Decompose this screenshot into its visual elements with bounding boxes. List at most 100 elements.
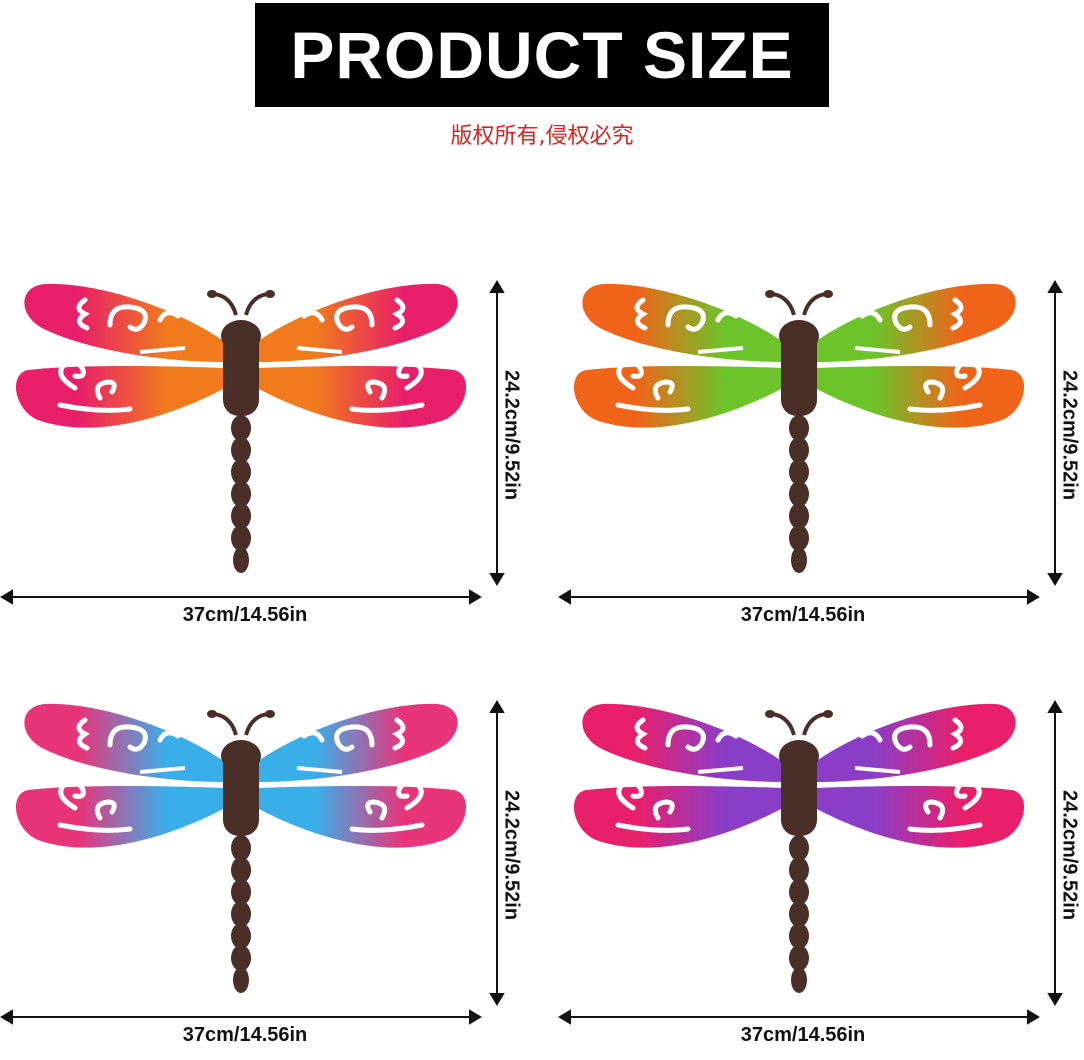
left-wings <box>573 283 783 428</box>
antenna <box>244 292 271 316</box>
antenna <box>802 292 829 316</box>
lower-wing <box>15 786 225 848</box>
height-arrow <box>1047 280 1063 586</box>
antenna <box>244 712 271 736</box>
wing-cutout <box>301 297 406 332</box>
tail-segment <box>231 857 251 883</box>
height-label: 24.2cm/9.52in <box>1058 369 1081 501</box>
height-label: 24.2cm/9.52in <box>1058 789 1081 921</box>
tail-segment <box>789 481 809 507</box>
product-panel-green: 37cm/14.56in 24.2cm/9.52in <box>558 270 1084 640</box>
wing-cutout <box>859 717 964 752</box>
upper-wing <box>257 703 458 782</box>
wing-cutout <box>301 717 406 752</box>
tail-segment <box>231 415 251 441</box>
upper-wing <box>582 703 783 782</box>
width-arrow <box>0 1009 482 1025</box>
tail-segment <box>231 879 251 905</box>
tail-segment <box>789 459 809 485</box>
wing-cutout <box>859 297 964 332</box>
height-arrow <box>489 700 505 1006</box>
wing-cutout <box>634 297 739 332</box>
tail-segment <box>231 437 251 463</box>
lower-wing <box>815 366 1025 428</box>
width-label: 37cm/14.56in <box>740 1024 866 1046</box>
tail-segment <box>231 901 251 927</box>
height-label: 24.2cm/9.52in <box>500 369 523 501</box>
right-wings <box>815 283 1025 428</box>
antenna <box>211 712 238 736</box>
lower-wing <box>15 366 225 428</box>
right-wings <box>815 703 1025 848</box>
lower-wing <box>257 786 467 848</box>
wing-cutout <box>76 297 181 332</box>
upper-wing <box>257 283 458 362</box>
left-wings <box>15 703 226 848</box>
width-arrow <box>558 1009 1040 1025</box>
wing-cutout <box>76 717 181 752</box>
tail-segment <box>791 967 807 993</box>
head <box>221 320 261 352</box>
width-arrow <box>558 589 1040 605</box>
upper-wing <box>24 703 226 782</box>
upper-wing <box>582 283 783 362</box>
product-panel-purple: 37cm/14.56in 24.2cm/9.52in <box>558 690 1084 1060</box>
lower-wing <box>573 786 783 848</box>
head <box>779 740 819 772</box>
width-arrow <box>0 589 482 605</box>
height-arrow <box>1047 700 1063 1006</box>
dragonfly-illustration <box>0 280 505 605</box>
tail-segment <box>789 835 809 861</box>
width-label: 37cm/14.56in <box>740 604 866 626</box>
product-size-banner: PRODUCT SIZE <box>255 3 829 107</box>
antenna <box>211 292 238 316</box>
tail-segment <box>789 879 809 905</box>
antenna <box>769 712 796 736</box>
tail-segment <box>231 503 251 529</box>
antenna <box>769 292 796 316</box>
dragonfly-illustration <box>0 700 505 1025</box>
wing-cutout <box>634 717 739 752</box>
tail-segment <box>789 525 809 551</box>
tail-segment <box>789 901 809 927</box>
product-panel-blue: 37cm/14.56in 24.2cm/9.52in <box>0 690 540 1060</box>
tail-segment <box>791 547 807 573</box>
upper-wing <box>815 283 1016 362</box>
tail-segment <box>789 923 809 949</box>
upper-wing <box>815 703 1016 782</box>
lower-wing <box>573 366 783 428</box>
right-wings <box>257 703 467 848</box>
antenna <box>802 712 829 736</box>
wing-cutout <box>615 779 691 833</box>
lower-wing <box>815 786 1025 848</box>
wing-cutout <box>57 359 133 413</box>
head <box>779 320 819 352</box>
wing-cutout <box>907 779 983 833</box>
tail-segment <box>233 967 249 993</box>
tail-segment <box>789 945 809 971</box>
tail-segment <box>231 481 251 507</box>
tail-segment <box>231 923 251 949</box>
left-wings <box>573 703 783 848</box>
tail-segment <box>789 415 809 441</box>
dragonfly-illustration <box>558 700 1063 1025</box>
lower-wing <box>257 366 467 428</box>
wing-cutout <box>907 359 983 413</box>
product-panel-orange: 37cm/14.56in 24.2cm/9.52in <box>0 270 540 640</box>
tail-segment <box>231 459 251 485</box>
height-label: 24.2cm/9.52in <box>500 789 523 921</box>
width-label: 37cm/14.56in <box>182 1024 308 1046</box>
height-arrow <box>489 280 505 586</box>
wing-cutout <box>349 359 425 413</box>
wing-cutout <box>615 359 691 413</box>
upper-wing <box>24 283 226 362</box>
wing-cutout <box>57 779 133 833</box>
tail-segment <box>789 857 809 883</box>
tail-segment <box>231 525 251 551</box>
tail-segment <box>231 835 251 861</box>
width-label: 37cm/14.56in <box>182 604 308 626</box>
copyright-notice: 版权所有,侵权必究 <box>450 124 634 149</box>
tail-segment <box>231 945 251 971</box>
left-wings <box>15 283 226 428</box>
dragonfly-illustration <box>558 280 1063 605</box>
